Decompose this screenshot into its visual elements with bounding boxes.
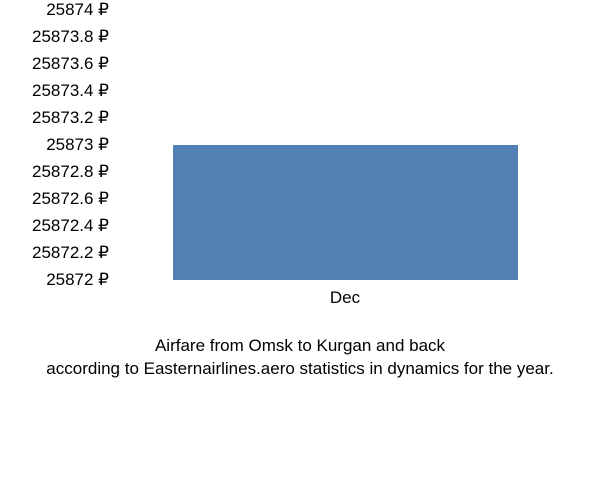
y-tick-label: 25873.4 ₽ [32, 81, 115, 101]
y-tick-label: 25873.2 ₽ [32, 108, 115, 128]
y-tick-label: 25872.4 ₽ [32, 216, 115, 236]
bar [173, 145, 518, 280]
y-tick-label: 25872.6 ₽ [32, 189, 115, 209]
plot-area: 25872 ₽25872.2 ₽25872.4 ₽25872.6 ₽25872.… [115, 10, 575, 280]
caption-line1: Airfare from Omsk to Kurgan and back [155, 336, 445, 355]
chart-caption: Airfare from Omsk to Kurgan and back acc… [0, 335, 600, 381]
caption-line2: according to Easternairlines.aero statis… [46, 359, 553, 378]
y-tick-label: 25872 ₽ [46, 270, 115, 290]
y-tick-label: 25873 ₽ [46, 135, 115, 155]
y-tick-label: 25872.8 ₽ [32, 162, 115, 182]
y-tick-label: 25873.6 ₽ [32, 54, 115, 74]
x-tick-label: Dec [330, 280, 360, 308]
y-tick-label: 25874 ₽ [46, 0, 115, 20]
y-tick-label: 25872.2 ₽ [32, 243, 115, 263]
airfare-chart: 25872 ₽ 25872.2 ₽ 25872.4 ₽ 25872.6 ₽ 25872.… [0, 0, 600, 500]
y-tick-label: 25873.8 ₽ [32, 27, 115, 47]
